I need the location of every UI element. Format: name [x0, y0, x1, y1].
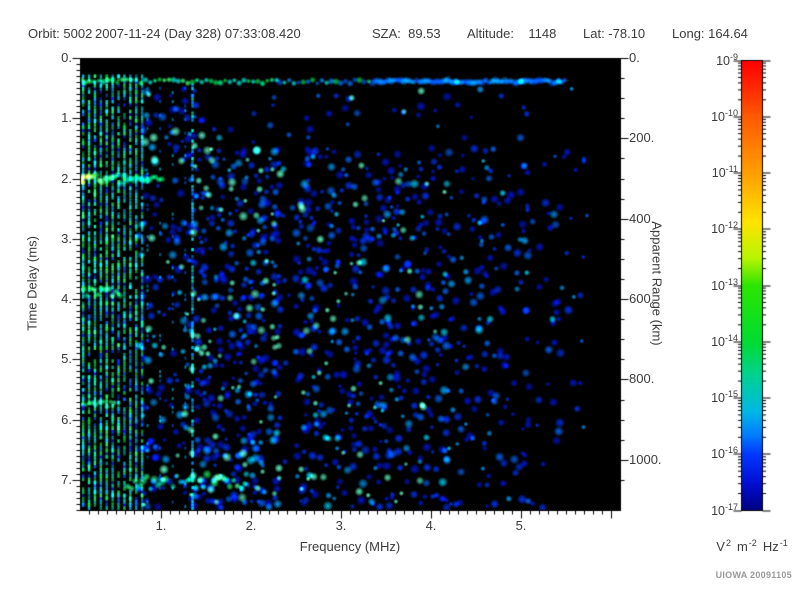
header-lat: Lat: -78.10 [583, 26, 646, 41]
colorbar-unit-label: V2 m-2 Hz-1 [696, 538, 800, 554]
header-altitude: Altitude: 1148 [467, 26, 557, 41]
x-axis-label: Frequency (MHz) [299, 539, 401, 554]
header-sza: SZA: 89.53 [372, 26, 441, 41]
header-orbit: Orbit: 5002 [28, 26, 93, 41]
credit-text: UIOWA 20091105 [715, 570, 792, 580]
unit-volts: V2 [716, 538, 731, 555]
y-axis-right-label: Apparent Range (km) [649, 221, 665, 346]
unit-meters: m-2 [736, 538, 757, 555]
header-datetime: 2007-11-24 (Day 328) 07:33:08.420 [95, 26, 301, 41]
unit-hertz: Hz-1 [762, 538, 788, 555]
header-long: Long: 164.64 [672, 26, 748, 41]
y-axis-left-label: Time Delay (ms) [24, 236, 40, 331]
